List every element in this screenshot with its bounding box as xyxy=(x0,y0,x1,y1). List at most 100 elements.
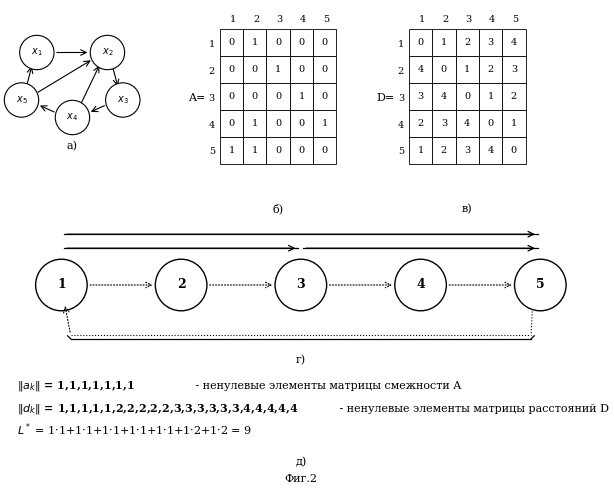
Bar xyxy=(220,137,243,164)
Bar xyxy=(220,110,243,137)
Bar xyxy=(290,137,313,164)
Bar xyxy=(479,137,502,164)
Text: 5: 5 xyxy=(536,278,545,291)
Text: 1: 1 xyxy=(418,146,424,155)
Bar xyxy=(243,83,266,110)
Bar xyxy=(456,56,479,83)
Text: 2: 2 xyxy=(398,66,404,76)
Bar xyxy=(290,83,313,110)
Bar xyxy=(502,137,526,164)
Bar xyxy=(409,56,432,83)
Text: а): а) xyxy=(67,141,78,152)
Text: 3: 3 xyxy=(441,119,447,128)
Text: $x_3$: $x_3$ xyxy=(117,94,129,106)
Text: 4: 4 xyxy=(511,38,517,47)
Text: 2: 2 xyxy=(442,16,448,24)
Bar xyxy=(266,29,290,56)
Text: 1: 1 xyxy=(252,38,258,47)
Text: 1: 1 xyxy=(322,119,328,128)
Text: 4: 4 xyxy=(418,65,424,74)
Bar xyxy=(502,110,526,137)
Text: 2: 2 xyxy=(253,16,259,24)
Text: 5: 5 xyxy=(512,16,518,24)
Text: 3: 3 xyxy=(488,38,494,47)
Text: 3: 3 xyxy=(297,278,305,291)
Text: $x_1$: $x_1$ xyxy=(31,46,42,58)
Bar xyxy=(502,56,526,83)
Bar xyxy=(456,83,479,110)
Text: 0: 0 xyxy=(322,38,328,47)
Text: 1: 1 xyxy=(228,146,235,155)
Text: 3: 3 xyxy=(418,92,424,101)
Bar xyxy=(266,137,290,164)
Text: 3: 3 xyxy=(276,16,282,24)
Bar xyxy=(479,56,502,83)
Text: 0: 0 xyxy=(298,119,305,128)
Text: 1: 1 xyxy=(275,65,281,74)
Text: 2: 2 xyxy=(441,146,447,155)
Text: 0: 0 xyxy=(298,38,305,47)
Bar xyxy=(313,110,336,137)
Text: 5: 5 xyxy=(398,148,404,156)
Text: 0: 0 xyxy=(298,146,305,155)
Text: - ненулевые элементы матрицы расстояний D: - ненулевые элементы матрицы расстояний … xyxy=(336,404,610,414)
Bar xyxy=(456,110,479,137)
Text: 0: 0 xyxy=(322,65,328,74)
Bar xyxy=(313,56,336,83)
Text: 0: 0 xyxy=(252,92,258,101)
Text: 0: 0 xyxy=(228,65,235,74)
Text: 1: 1 xyxy=(511,119,517,128)
Ellipse shape xyxy=(20,36,54,70)
Text: 0: 0 xyxy=(418,38,424,47)
Bar xyxy=(313,29,336,56)
Ellipse shape xyxy=(155,259,207,311)
Text: $\it{L}^*$ = 1·1+1·1+1·1+1·1+1·1+1·2+1·2 = 9: $\it{L}^*$ = 1·1+1·1+1·1+1·1+1·1+1·2+1·2… xyxy=(17,422,252,438)
Bar xyxy=(313,137,336,164)
Bar xyxy=(432,56,456,83)
Text: $x_4$: $x_4$ xyxy=(66,112,79,124)
Text: $x_5$: $x_5$ xyxy=(15,94,28,106)
Text: 0: 0 xyxy=(464,92,470,101)
Text: 4: 4 xyxy=(464,119,470,128)
Text: 4: 4 xyxy=(398,120,404,130)
Text: 0: 0 xyxy=(228,119,235,128)
Text: 3: 3 xyxy=(209,94,215,102)
Text: 4: 4 xyxy=(441,92,447,101)
Text: 1: 1 xyxy=(419,16,425,24)
Bar xyxy=(290,29,313,56)
Bar xyxy=(409,110,432,137)
Text: 1: 1 xyxy=(57,278,66,291)
Text: в): в) xyxy=(462,204,473,214)
Text: 1: 1 xyxy=(252,146,258,155)
Text: 2: 2 xyxy=(464,38,470,47)
Text: 3: 3 xyxy=(398,94,404,102)
Bar xyxy=(220,56,243,83)
Bar xyxy=(409,137,432,164)
Text: 0: 0 xyxy=(228,38,235,47)
Text: 3: 3 xyxy=(464,146,470,155)
Bar xyxy=(479,110,502,137)
Bar xyxy=(409,29,432,56)
Text: 0: 0 xyxy=(275,119,281,128)
Text: 0: 0 xyxy=(275,38,281,47)
Text: $\Vert d_k \Vert$ = 1,1,1,1,1,2,2,2,2,2,3,3,3,3,3,3,4,4,4,4,4: $\Vert d_k \Vert$ = 1,1,1,1,1,2,2,2,2,2,… xyxy=(17,402,299,416)
Bar xyxy=(243,29,266,56)
Bar xyxy=(290,110,313,137)
Bar xyxy=(432,137,456,164)
Bar xyxy=(266,83,290,110)
Text: 1: 1 xyxy=(252,119,258,128)
Bar xyxy=(502,29,526,56)
Text: 4: 4 xyxy=(489,16,495,24)
Text: D=: D= xyxy=(376,93,395,103)
Text: 0: 0 xyxy=(252,65,258,74)
Text: 0: 0 xyxy=(275,146,281,155)
Ellipse shape xyxy=(4,83,39,117)
Bar xyxy=(479,29,502,56)
Text: 0: 0 xyxy=(488,119,494,128)
Text: $x_2$: $x_2$ xyxy=(102,46,113,58)
Text: 0: 0 xyxy=(441,65,447,74)
Text: 4: 4 xyxy=(488,146,494,155)
Text: 2: 2 xyxy=(418,119,424,128)
Bar xyxy=(456,137,479,164)
Text: 2: 2 xyxy=(511,92,517,101)
